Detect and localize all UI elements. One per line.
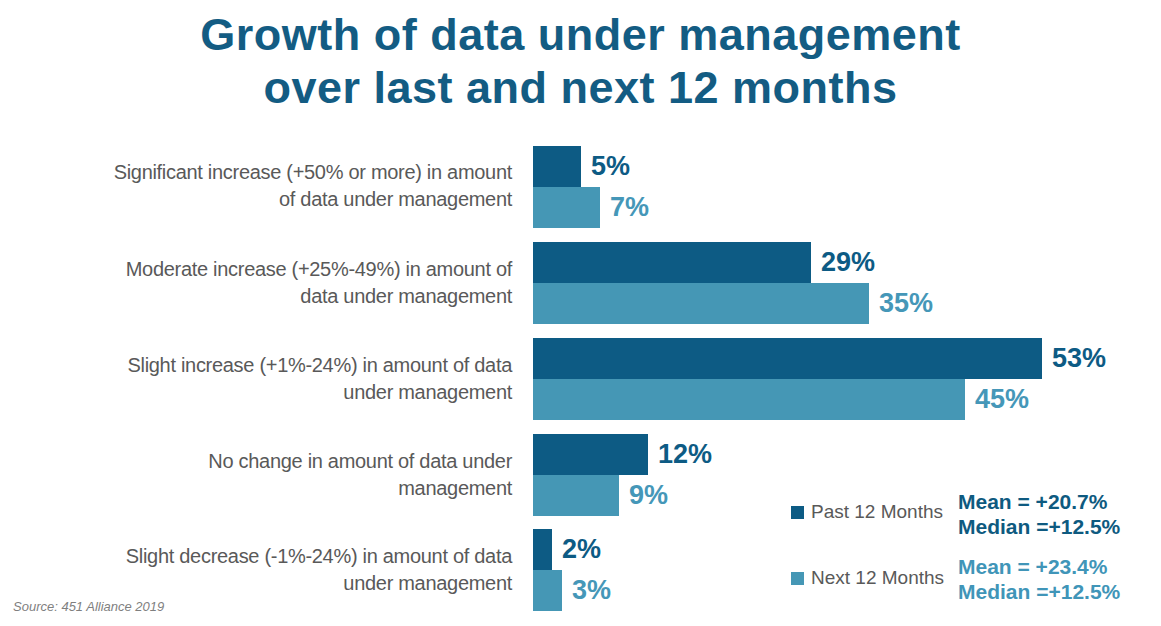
bar-value-label-past: 29%	[821, 247, 875, 278]
stat-median-next: Median =+12.5%	[958, 579, 1120, 604]
bar-next-12-months	[533, 187, 600, 228]
category-label-significant-increase: Significant increase (+50% or more) in a…	[0, 159, 512, 213]
category-label-moderate-increase: Moderate increase (+25%-49%) in amount o…	[0, 256, 512, 310]
stat-mean-past: Mean = +20.7%	[958, 489, 1120, 514]
legend-item-next-12-months: Next 12 Months	[791, 565, 944, 591]
bar-past-12-months	[533, 529, 552, 570]
bar-value-label-next: 7%	[610, 192, 649, 223]
category-label-no-change: No change in amount of data under manage…	[0, 448, 512, 502]
stat-mean-next: Mean = +23.4%	[958, 554, 1120, 579]
legend-swatch-past-icon	[791, 506, 804, 519]
bar-past-12-months	[533, 434, 648, 475]
bar-next-12-months	[533, 570, 562, 611]
chart-title: Growth of data under managementover last…	[0, 8, 1161, 114]
bar-value-label-next: 3%	[572, 575, 611, 606]
stats-past-12-months: Mean = +20.7% Median =+12.5%	[958, 489, 1120, 539]
bar-group: 12% 9%	[533, 434, 712, 516]
category-label-slight-increase: Slight increase (+1%-24%) in amount of d…	[0, 352, 512, 406]
legend-label-next: Next 12 Months	[811, 567, 944, 589]
bar-value-label-past: 5%	[591, 151, 630, 182]
bar-value-label-past: 12%	[658, 439, 712, 470]
category-label-slight-decrease: Slight decrease (-1%-24%) in amount of d…	[0, 543, 512, 597]
bar-past-12-months	[533, 146, 581, 187]
bar-group: 5% 7%	[533, 146, 649, 228]
bar-value-label-past: 53%	[1052, 343, 1106, 374]
bar-value-label-next: 35%	[879, 288, 933, 319]
bar-past-12-months	[533, 242, 811, 283]
bar-next-12-months	[533, 379, 965, 420]
bar-value-label-next: 9%	[629, 480, 668, 511]
chart-title-line2: over last and next 12 months	[263, 62, 897, 113]
legend-label-past: Past 12 Months	[811, 501, 943, 523]
bar-value-label-past: 2%	[562, 534, 601, 565]
bar-group: 53% 45%	[533, 338, 1106, 420]
stats-next-12-months: Mean = +23.4% Median =+12.5%	[958, 554, 1120, 604]
source-note: Source: 451 Alliance 2019	[13, 599, 164, 614]
bar-group: 29% 35%	[533, 242, 933, 324]
bar-next-12-months	[533, 283, 869, 324]
stat-median-past: Median =+12.5%	[958, 514, 1120, 539]
bar-value-label-next: 45%	[975, 384, 1029, 415]
bar-past-12-months	[533, 338, 1042, 379]
bar-group: 2% 3%	[533, 529, 611, 611]
bar-next-12-months	[533, 475, 619, 516]
legend-swatch-next-icon	[791, 572, 804, 585]
chart-canvas: Growth of data under managementover last…	[0, 0, 1161, 626]
chart-title-line1: Growth of data under management	[200, 9, 961, 60]
legend-item-past-12-months: Past 12 Months	[791, 499, 943, 525]
